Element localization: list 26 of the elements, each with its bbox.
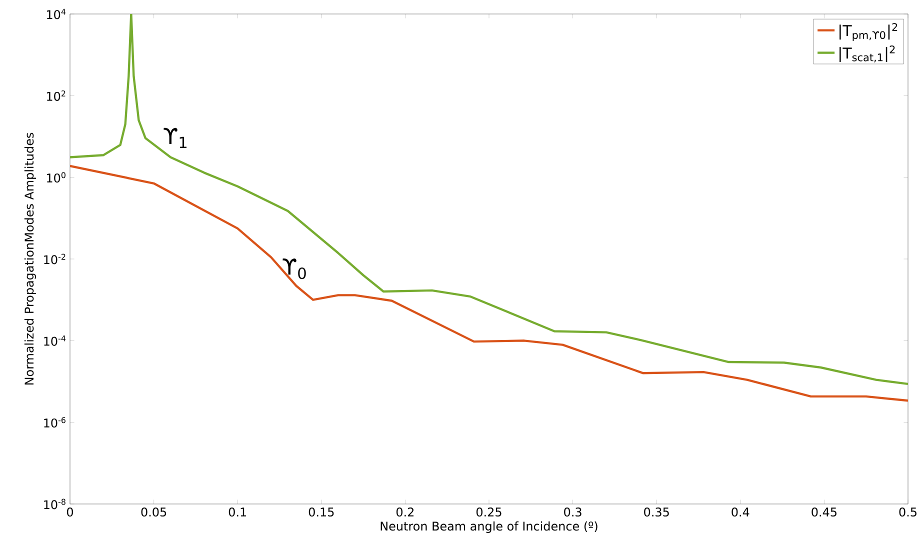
annotation: ϒ$_{1}$ (164, 128, 186, 148)
y-tick-label: 10$^{-2}$ (44, 254, 66, 264)
y-tick-label: 10$^{4}$ (47, 8, 66, 20)
x-axis-title: Neutron Beam angle of Incidence (º) (380, 521, 598, 533)
x-tick-label: 0.1 (228, 507, 246, 516)
y-tick-label: 10$^{-4}$ (44, 335, 66, 346)
y-tick-label: 10$^{-8}$ (44, 498, 66, 510)
x-tick-label: 0.3 (564, 507, 582, 516)
y-axis-title: Normalized PropagationModes Amplitudes (24, 132, 36, 384)
x-tick-label: 0 (66, 507, 74, 516)
x-tick-label: 0.45 (812, 507, 836, 516)
x-tick-label: 0.15 (308, 507, 334, 516)
x-tick-label: 0.4 (732, 507, 750, 516)
legend-label: |T$_{pm,ϒ0}$|$^{2}$ (840, 22, 898, 41)
line-series (70, 164, 908, 402)
x-tick-label: 0.35 (644, 507, 669, 516)
x-tick-label: 0.25 (476, 507, 502, 516)
y-tick-label: 10$^{0}$ (47, 172, 66, 182)
line-series (70, 14, 908, 385)
legend-label: |T$_{scat,1}$|$^{2}$ (840, 45, 895, 62)
annotation: ϒ$_{0}$ (282, 258, 306, 279)
y-tick-label: 10$^{2}$ (47, 90, 66, 101)
x-tick-label: 0.05 (141, 507, 166, 516)
y-tick-label: 10$^{-6}$ (44, 416, 66, 428)
x-tick-label: 0.2 (396, 507, 414, 516)
x-tick-label: 0.5 (899, 507, 916, 516)
